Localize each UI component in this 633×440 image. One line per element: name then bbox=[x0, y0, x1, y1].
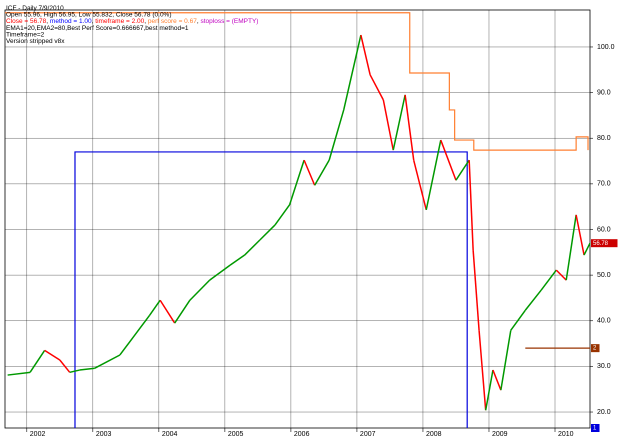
price-segment bbox=[159, 299, 176, 324]
x-tick-label: 2007 bbox=[360, 431, 376, 438]
price-segment bbox=[7, 371, 31, 376]
header-part: EMA1=20,EMA2=80,Best Perf Score=0.666667… bbox=[6, 25, 189, 32]
plot-frame bbox=[4, 9, 591, 429]
price-segment bbox=[314, 159, 330, 186]
price-segment bbox=[382, 99, 394, 151]
header-part: Close = 56.78 bbox=[6, 18, 47, 25]
price-segment bbox=[148, 299, 161, 316]
price-segment bbox=[555, 269, 567, 281]
header-line: Close = 56.78, method = 1.00, timeframe … bbox=[6, 18, 258, 25]
header-line: Version stripped v8x bbox=[6, 38, 65, 45]
y-tick-label: 50.0 bbox=[597, 272, 611, 279]
price-segment bbox=[59, 359, 71, 373]
price-segment bbox=[229, 254, 246, 266]
price-tag-label: 1 bbox=[593, 426, 597, 432]
y-tick-label: 20.0 bbox=[597, 409, 611, 416]
price-segment bbox=[369, 74, 384, 101]
separator: , bbox=[92, 18, 96, 25]
header-part: method = 1.00 bbox=[50, 18, 92, 25]
price-segment bbox=[500, 330, 512, 391]
price-segment bbox=[524, 289, 542, 311]
price-segment bbox=[303, 159, 316, 186]
x-tick-label: 2009 bbox=[492, 431, 508, 438]
x-tick-label: 2002 bbox=[30, 431, 46, 438]
y-tick-label: 80.0 bbox=[597, 135, 611, 142]
header-part: ICF - Daily 7/9/2010 bbox=[6, 5, 64, 12]
price-segment bbox=[244, 239, 261, 256]
price-segment bbox=[440, 139, 457, 181]
price-segment bbox=[492, 369, 502, 391]
price-segment bbox=[360, 34, 371, 75]
separator: , bbox=[144, 18, 148, 25]
price-tag bbox=[591, 424, 600, 432]
price-segment bbox=[119, 314, 151, 356]
price-segment bbox=[478, 330, 487, 411]
price-segment bbox=[342, 34, 362, 111]
header-line: Open 55.96, High 56.95, Low 55.832, Clos… bbox=[6, 11, 172, 18]
price-segment bbox=[540, 269, 557, 291]
y-tick-label: 100.0 bbox=[597, 44, 615, 51]
header-line: EMA1=20,EMA2=80,Best Perf Score=0.666667… bbox=[6, 25, 189, 32]
x-tick-label: 2010 bbox=[558, 431, 574, 438]
price-segment bbox=[468, 160, 474, 251]
header-part: timeframe = 2.00 bbox=[95, 18, 144, 25]
price-segment bbox=[29, 350, 46, 373]
price-segment bbox=[94, 354, 121, 369]
x-tick-label: 2008 bbox=[426, 431, 442, 438]
header-line: Timeframe=2 bbox=[6, 31, 45, 38]
header-part: Timeframe=2 bbox=[6, 31, 45, 38]
price-segment bbox=[484, 369, 494, 411]
price-segment bbox=[565, 214, 577, 281]
y-tick-label: 40.0 bbox=[597, 318, 611, 325]
price-segment bbox=[455, 159, 470, 181]
price-segment bbox=[189, 279, 211, 301]
header-part: perf score = 0.67 bbox=[148, 18, 197, 25]
price-segment bbox=[472, 249, 480, 331]
price-segment bbox=[69, 369, 80, 374]
price-segment bbox=[583, 242, 591, 256]
price-segment bbox=[288, 159, 305, 206]
price-segment bbox=[412, 159, 427, 211]
price-tag-label: 56.78 bbox=[593, 241, 609, 247]
y-tick-label: 90.0 bbox=[597, 89, 611, 96]
price-tag-label: 2 bbox=[593, 346, 597, 352]
price-segment bbox=[510, 309, 526, 331]
x-tick-label: 2006 bbox=[294, 431, 310, 438]
price-segment bbox=[328, 109, 345, 161]
indicator-line bbox=[74, 151, 468, 428]
price-segment bbox=[575, 214, 585, 256]
price-segment bbox=[425, 139, 442, 211]
header-part: Version stripped v8x bbox=[6, 38, 65, 45]
price-segment bbox=[79, 367, 95, 371]
price-segment bbox=[259, 224, 276, 241]
y-tick-label: 60.0 bbox=[597, 226, 611, 233]
price-segment bbox=[404, 94, 415, 161]
separator: , bbox=[197, 18, 201, 25]
y-tick-label: 70.0 bbox=[597, 181, 611, 188]
x-tick-label: 2005 bbox=[228, 431, 244, 438]
price-tag bbox=[591, 344, 600, 353]
price-segment bbox=[274, 204, 291, 226]
price-segment bbox=[209, 264, 231, 281]
x-tick-label: 2004 bbox=[162, 431, 178, 438]
indicator-line bbox=[5, 12, 589, 151]
separator: , bbox=[46, 18, 50, 25]
x-tick-label: 2003 bbox=[96, 431, 112, 438]
header-line: ICF - Daily 7/9/2010 bbox=[6, 5, 64, 12]
price-segment bbox=[44, 349, 61, 361]
header-part: stoploss = (EMPTY) bbox=[200, 18, 258, 25]
price-segment bbox=[174, 299, 191, 324]
header-part: Open 55.96, High 56.95, Low 55.832, Clos… bbox=[6, 11, 172, 18]
price-segment bbox=[392, 94, 406, 151]
y-tick-label: 30.0 bbox=[597, 363, 611, 370]
price-tag bbox=[591, 239, 618, 248]
